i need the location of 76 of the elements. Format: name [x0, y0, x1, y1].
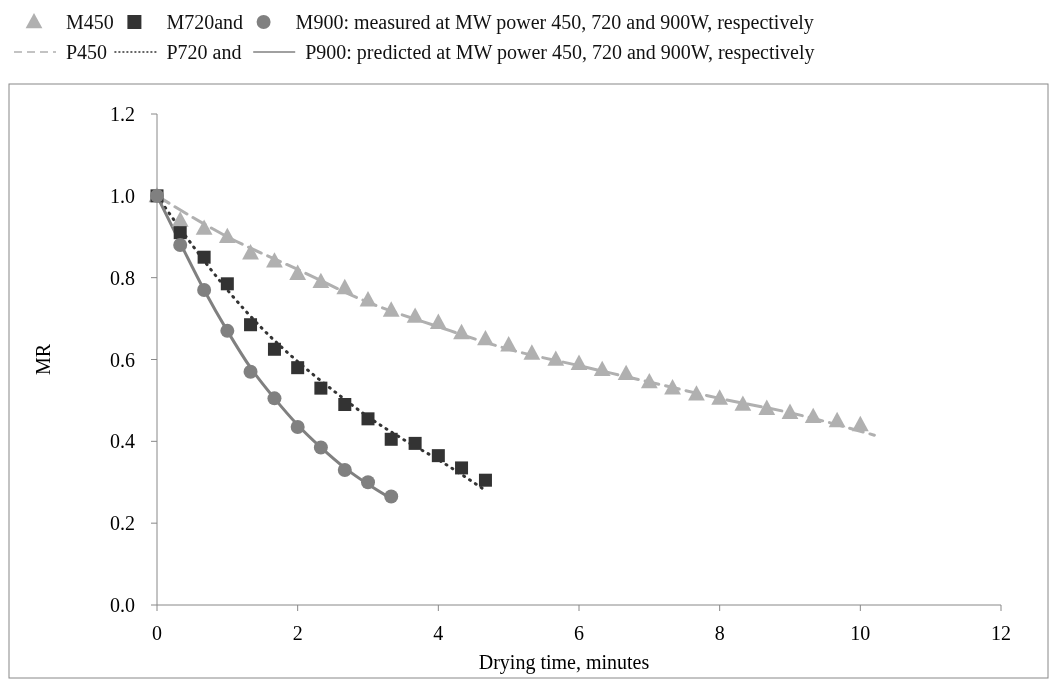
point	[547, 350, 565, 366]
point	[593, 360, 611, 377]
point	[266, 252, 283, 268]
point	[781, 403, 799, 419]
point	[220, 323, 235, 338]
y-tick-label: 0.8	[110, 266, 135, 289]
point	[337, 462, 352, 477]
point	[640, 372, 658, 389]
y-tick-label: 0.0	[110, 594, 135, 616]
point	[617, 364, 635, 381]
point	[384, 489, 399, 504]
point	[173, 237, 188, 252]
x-tick-label: 4	[433, 622, 444, 644]
point	[711, 389, 729, 405]
point	[758, 399, 776, 415]
point	[664, 379, 681, 395]
point	[243, 364, 258, 379]
point	[382, 301, 400, 317]
point	[429, 313, 447, 329]
legend-label: P900: predicted at MW power 450, 720 and 900W, respectively	[305, 41, 815, 64]
point	[408, 436, 422, 450]
point	[734, 395, 752, 411]
point	[336, 278, 354, 295]
point	[500, 336, 518, 352]
point	[195, 219, 213, 235]
point	[570, 354, 588, 370]
x-tick-label: 12	[991, 622, 1011, 644]
x-axis-title: Drying time, minutes	[478, 651, 650, 674]
y-axis-title: MR	[32, 343, 54, 376]
point	[312, 272, 330, 289]
point	[242, 244, 259, 260]
point	[361, 412, 375, 426]
y-tick-label: 1.2	[110, 103, 135, 125]
point	[291, 361, 305, 375]
point	[197, 250, 211, 264]
point	[171, 211, 189, 227]
y-tick-label: 1.0	[110, 184, 135, 207]
point	[384, 432, 398, 446]
legend-label: P450	[66, 41, 108, 63]
point	[289, 264, 307, 280]
point	[688, 385, 705, 401]
point	[267, 391, 282, 406]
point	[828, 411, 846, 428]
x-tick-label: 10	[850, 622, 871, 644]
point	[197, 282, 212, 297]
point	[218, 227, 236, 244]
point	[244, 318, 258, 332]
legend-label: M900: measured at MW power 450, 720 and 900W, respectively	[295, 11, 814, 34]
point	[453, 323, 470, 340]
point	[173, 226, 187, 240]
point	[431, 449, 445, 463]
point	[477, 329, 494, 346]
point	[455, 461, 469, 475]
point	[359, 291, 377, 307]
point	[220, 277, 234, 291]
y-tick-label: 0.6	[110, 348, 135, 371]
point	[406, 307, 424, 323]
point	[851, 415, 869, 432]
legend-label: M450	[66, 11, 114, 33]
point	[314, 381, 328, 395]
point	[338, 398, 352, 412]
point	[313, 440, 328, 455]
x-tick-label: 0	[152, 622, 162, 644]
point	[361, 475, 375, 490]
point	[290, 420, 305, 435]
point	[804, 407, 822, 424]
point	[478, 473, 492, 487]
x-tick-label: 6	[574, 622, 584, 644]
legend-label: M720and	[166, 11, 244, 33]
x-tick-label: 2	[292, 622, 303, 644]
y-tick-label: 0.2	[110, 512, 135, 535]
x-tick-label: 8	[714, 622, 725, 644]
point	[523, 344, 541, 360]
legend-label: P720 and	[166, 41, 242, 63]
y-tick-label: 0.4	[110, 430, 135, 453]
point	[267, 342, 281, 356]
